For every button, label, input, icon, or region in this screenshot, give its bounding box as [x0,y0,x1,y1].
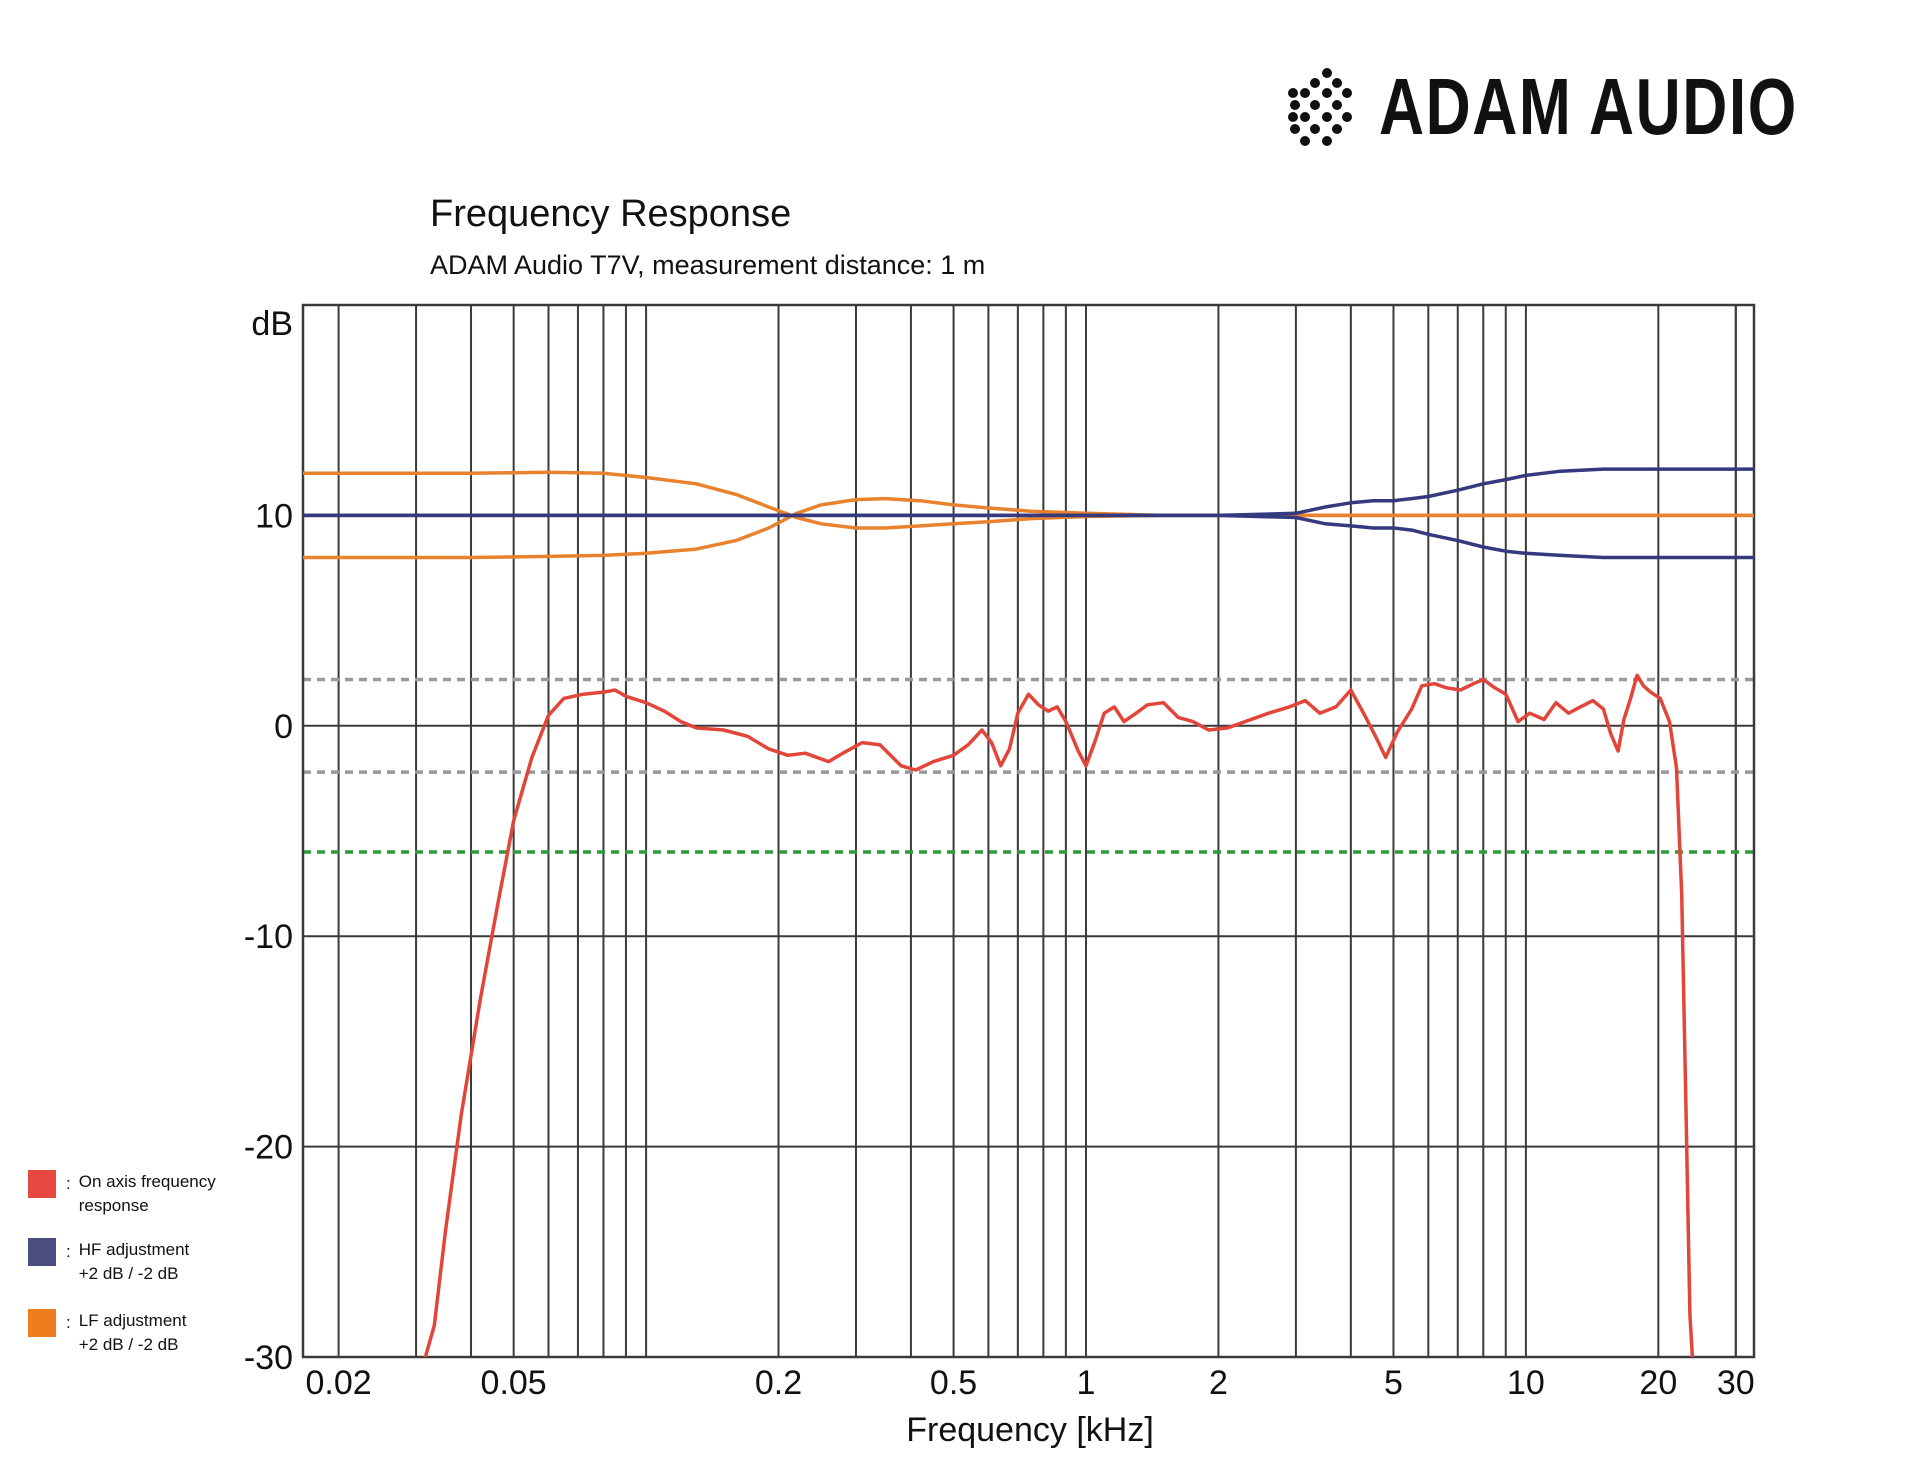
y-tick-label: 0 [274,708,293,746]
legend-label-line: +2 dB / -2 dB [78,1335,179,1354]
x-tick-label: 5 [1384,1364,1403,1402]
x-tick-label: 0.2 [755,1364,802,1402]
legend-swatch [28,1309,56,1337]
legend-item-on-axis: : On axis frequency response [28,1170,216,1218]
legend-swatch [28,1170,56,1198]
x-tick-label: 0.5 [930,1364,977,1402]
legend-label-line: LF adjustment [78,1311,187,1330]
legend-label-line: HF adjustment [78,1240,190,1259]
x-tick-label: 2 [1209,1364,1228,1402]
series-line [303,496,1754,560]
series-line [303,513,1754,560]
x-tick-label: 20 [1639,1364,1677,1402]
x-tick-label: 10 [1507,1364,1545,1402]
x-axis-label: Frequency [kHz] [906,1411,1154,1449]
x-tick-label: 0.02 [306,1364,372,1402]
x-tick-label: 1 [1077,1364,1096,1402]
chart-subtitle: ADAM Audio T7V, measurement distance: 1 … [430,250,986,280]
brand-logo: ADAM AUDIO [1285,62,1916,152]
series-line [423,673,1695,1357]
chart-title: Frequency Response [430,193,792,235]
y-axis-label: dB [251,305,293,343]
x-tick-label: 0.05 [481,1364,547,1402]
y-tick-label: 10 [255,497,293,535]
brand-name: ADAM AUDIO [1379,62,1798,151]
legend-label: LF adjustment +2 dB / -2 dB [79,1309,187,1357]
plot-frame [301,303,1756,1359]
y-tick-label: -10 [244,918,293,956]
series-line [303,470,1754,530]
legend-item-lf: : LF adjustment +2 dB / -2 dB [28,1309,186,1357]
legend-item-hf: : HF adjustment +2 dB / -2 dB [28,1238,189,1286]
legend-separator: : [66,1242,71,1261]
legend-label-line: response [78,1196,149,1215]
legend-separator: : [66,1313,71,1332]
x-tick-label: 30 [1717,1364,1755,1402]
adam-dots-logo-icon [1288,68,1352,146]
legend-label: On axis frequency response [79,1170,216,1218]
y-tick-label: -30 [244,1339,293,1377]
legend-separator: : [66,1174,71,1193]
legend-label-line: On axis frequency [78,1172,216,1191]
legend-swatch [28,1238,56,1266]
series-line [303,467,1754,518]
y-tick-label: -20 [244,1129,293,1167]
legend-label-line: +2 dB / -2 dB [78,1264,179,1283]
legend-label: HF adjustment +2 dB / -2 dB [79,1238,190,1286]
